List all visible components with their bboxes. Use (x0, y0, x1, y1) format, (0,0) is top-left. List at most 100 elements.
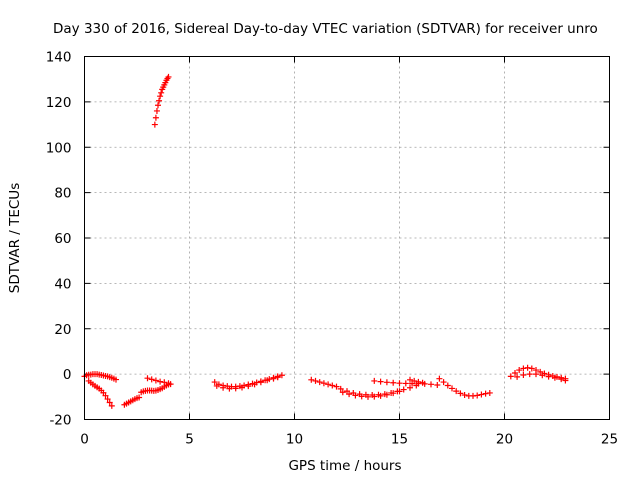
data-point (157, 378, 164, 385)
data-point (415, 378, 422, 385)
data-point (251, 381, 258, 388)
data-point (419, 379, 426, 386)
data-point (158, 89, 165, 96)
data-point (165, 73, 172, 80)
data-point (396, 388, 403, 395)
data-point (539, 372, 546, 379)
data-point (371, 377, 378, 384)
chart-title: Day 330 of 2016, Sidereal Day-to-day VTE… (53, 21, 598, 37)
data-point (211, 379, 218, 386)
y-tick-label: 40 (54, 276, 71, 292)
data-point (325, 381, 332, 388)
data-point (264, 377, 271, 384)
data-point (377, 392, 384, 399)
series-arc-16 (514, 371, 569, 384)
data-point (329, 382, 336, 389)
data-point (551, 374, 558, 381)
data-point (108, 402, 115, 409)
series-arc-2 (85, 377, 115, 409)
data-point (514, 373, 521, 380)
data-point (232, 385, 239, 392)
data-point (537, 368, 544, 375)
data-point (156, 97, 163, 104)
data-point (352, 392, 359, 399)
data-point (152, 114, 159, 121)
data-point (136, 394, 143, 401)
data-point (257, 379, 264, 386)
data-point (102, 392, 109, 399)
data-point (383, 379, 390, 386)
y-tick-label: 80 (54, 186, 71, 202)
data-point (152, 377, 159, 384)
data-point (346, 391, 353, 398)
data-point (520, 372, 527, 379)
data-point (440, 379, 447, 386)
series-arc-11 (339, 388, 403, 400)
series-arc-13 (407, 376, 426, 386)
data-point (104, 396, 111, 403)
data-point (474, 392, 481, 399)
x-tick-label: 5 (185, 432, 194, 448)
x-tick-labels: 0 5 10 15 20 25 (80, 432, 618, 448)
data-point (562, 377, 569, 384)
y-tick-label: 20 (54, 322, 71, 338)
data-point (220, 384, 227, 391)
data-point (106, 399, 113, 406)
series-arc-4 (138, 381, 174, 396)
data-point (436, 375, 443, 382)
data-point (148, 376, 155, 383)
data-point (157, 93, 164, 100)
data-point (308, 376, 315, 383)
series-arc-12 (371, 377, 441, 389)
plot-frame (84, 56, 610, 420)
x-tick-label: 10 (286, 432, 303, 448)
data-point (407, 376, 413, 383)
data-point (320, 380, 327, 387)
y-tick-label: 60 (54, 231, 71, 247)
data-point (533, 371, 539, 378)
data-point (165, 380, 172, 387)
data-point (400, 386, 407, 393)
y-tick-label: -20 (49, 413, 71, 429)
data-point (316, 379, 323, 386)
x-tick-label: 15 (391, 432, 408, 448)
data-point (390, 379, 397, 386)
data-point (520, 365, 527, 372)
data-point (239, 384, 245, 391)
y-tick-labels: -20 0 20 40 60 80 100 120 140 (46, 50, 72, 429)
data-point (278, 372, 285, 379)
data-point (444, 382, 451, 389)
y-tick-label: 120 (46, 95, 72, 111)
data-point (407, 384, 413, 391)
data-series (81, 73, 569, 409)
y-tick-label: 100 (46, 140, 72, 156)
data-point (377, 378, 384, 385)
data-point (144, 375, 151, 382)
data-point (213, 382, 220, 389)
data-point (151, 121, 158, 128)
data-point (457, 390, 464, 397)
data-point (411, 377, 418, 384)
y-axis-label: SDTVAR / TECUs (7, 183, 23, 293)
data-point (245, 383, 252, 390)
series-arc-3 (121, 394, 143, 408)
data-point (507, 373, 514, 380)
data-point (312, 377, 319, 384)
data-point (274, 374, 281, 381)
series-arc-8 (213, 374, 281, 392)
data-point (486, 389, 493, 396)
data-point (428, 381, 434, 388)
data-point (528, 365, 535, 372)
data-point (453, 388, 460, 395)
data-point (161, 379, 168, 386)
y-tick-label: 140 (46, 50, 72, 66)
data-point (113, 376, 119, 383)
data-point (371, 393, 378, 400)
data-point (155, 102, 161, 109)
series-arc-14 (436, 375, 493, 399)
x-tick-label: 0 (80, 432, 89, 448)
data-point (461, 391, 468, 398)
data-point (526, 371, 533, 378)
grid-lines (84, 56, 610, 420)
data-point (545, 373, 552, 380)
